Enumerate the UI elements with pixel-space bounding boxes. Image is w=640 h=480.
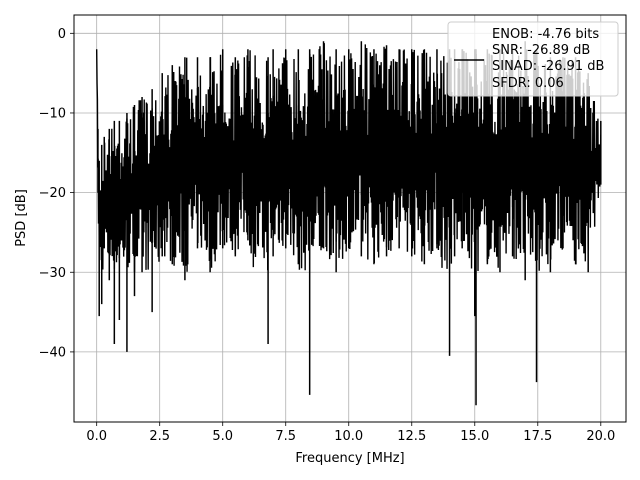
y-tick-label: −10 xyxy=(39,106,66,121)
y-tick-label: −40 xyxy=(39,345,66,360)
x-tick-label: 2.5 xyxy=(149,429,170,444)
y-tick-label: −30 xyxy=(39,266,66,281)
x-tick-label: 17.5 xyxy=(523,429,552,444)
legend-text-snr: SNR: -26.89 dB xyxy=(492,43,590,58)
legend-text-enob: ENOB: -4.76 bits xyxy=(492,27,599,42)
x-tick-label: 10.0 xyxy=(334,429,363,444)
x-tick-label: 0.0 xyxy=(86,429,107,444)
x-tick-label: 7.5 xyxy=(275,429,296,444)
legend-text-sfdr: SFDR: 0.06 xyxy=(492,76,564,91)
y-tick-label: 0 xyxy=(58,27,66,42)
plot-frame xyxy=(73,14,627,423)
x-tick-label: 5.0 xyxy=(212,429,233,444)
legend-box xyxy=(447,21,619,97)
x-axis-label: Frequency [MHz] xyxy=(295,451,404,466)
x-tick-label: 20.0 xyxy=(586,429,615,444)
axis-ticks: 0.0 2.5 5.0 7.5 10.0 12.5 15.0 17.5 20.0 0 −10 −20 −… xyxy=(39,27,616,444)
x-tick-label: 15.0 xyxy=(460,429,489,444)
legend-text-sinad: SINAD: -26.91 dB xyxy=(492,59,604,74)
legend: ENOB: -4.76 bits SNR: -26.89 dB SINAD: -… xyxy=(447,21,619,97)
y-axis-label: PSD [dB] xyxy=(14,189,29,247)
x-tick-label: 12.5 xyxy=(397,429,426,444)
y-tick-label: −20 xyxy=(39,186,66,201)
